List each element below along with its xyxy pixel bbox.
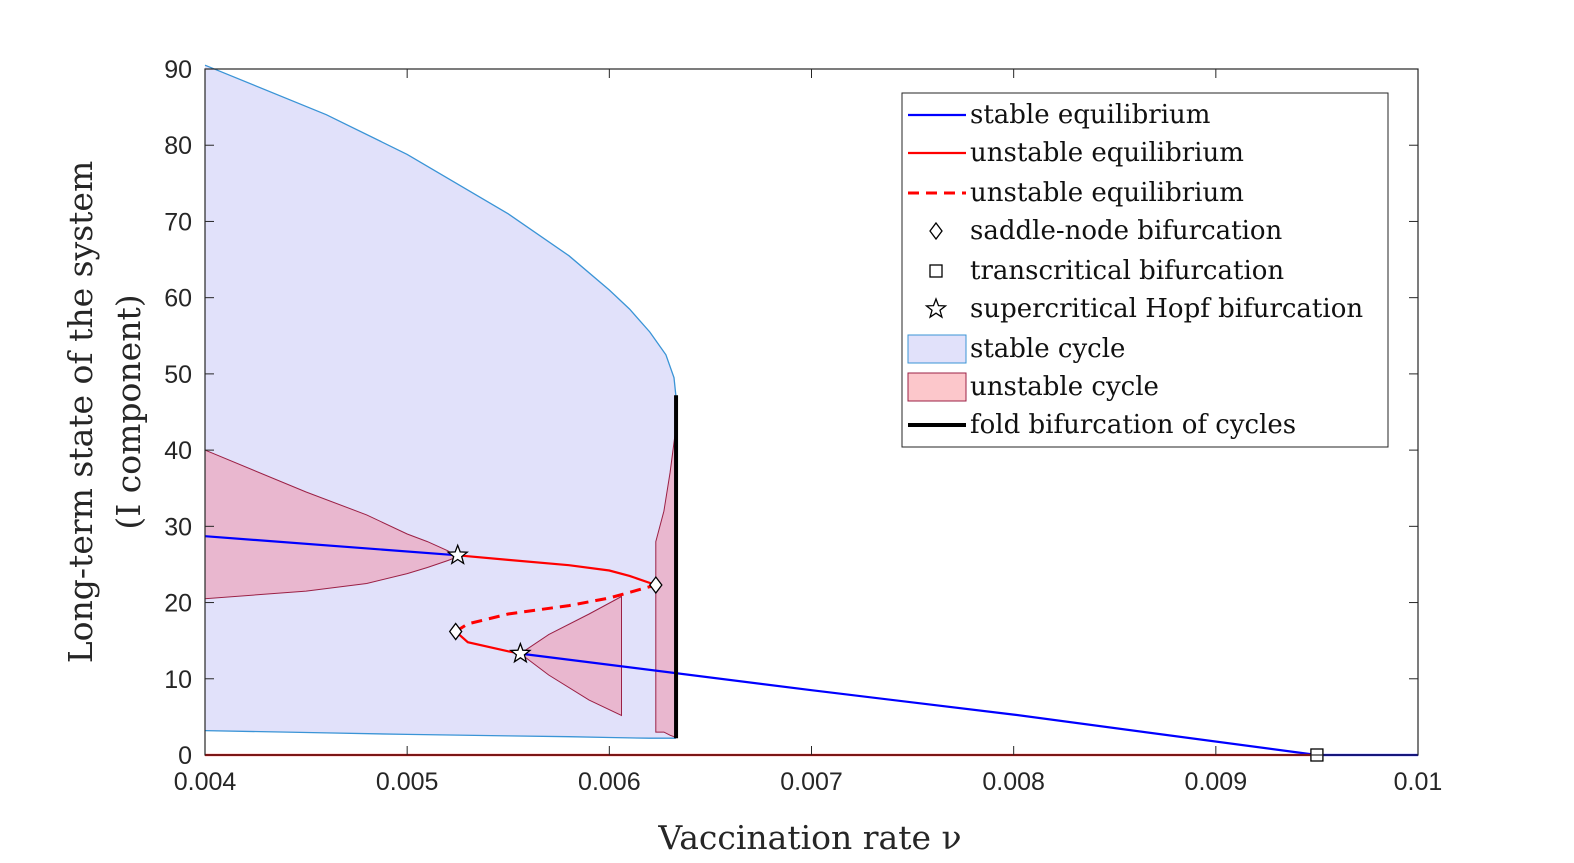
- hopf-marker-3: [446, 543, 469, 565]
- legend-item: saddle-node bifurcation: [929, 216, 1283, 246]
- y-tick-label: 60: [164, 285, 192, 313]
- x-tick-label: 0.008: [982, 768, 1045, 796]
- equilibrium-branch-5: [520, 652, 1318, 757]
- legend-swatch-stable-cycle: [907, 334, 967, 364]
- legend: stable equilibrium unstable equilibrium un…: [901, 92, 1389, 448]
- legend-item: supercritical Hopf bifurcation: [924, 294, 1363, 324]
- stable-cycle-upper-edge: [204, 64, 677, 397]
- unstable-cycle-region-2: [519, 595, 622, 717]
- legend-item: stable cycle: [907, 334, 1125, 364]
- y-tick-label: 80: [164, 132, 192, 160]
- legend-label: saddle-node bifurcation: [970, 216, 1283, 246]
- y-tick-label: 40: [164, 437, 192, 465]
- legend-label: unstable equilibrium: [970, 178, 1244, 208]
- legend-item: unstable equilibrium: [908, 138, 1244, 168]
- legend-swatch-star: [924, 297, 948, 319]
- x-tick-label: 0.006: [578, 768, 641, 796]
- legend-label: stable equilibrium: [970, 100, 1210, 130]
- legend-label: transcritical bifurcation: [970, 256, 1284, 286]
- legend-item: unstable equilibrium: [908, 178, 1244, 208]
- y-tick-label: 10: [164, 666, 192, 694]
- saddle-node-marker-2: [448, 622, 463, 641]
- legend-item: transcritical bifurcation: [929, 256, 1284, 286]
- legend-swatch-diamond: [929, 221, 943, 241]
- legend-label: supercritical Hopf bifurcation: [970, 294, 1363, 324]
- y-tick-label: 70: [164, 208, 192, 236]
- y-tick-label: 20: [164, 590, 192, 618]
- hopf-marker-4: [509, 641, 532, 664]
- legend-label: unstable cycle: [970, 372, 1159, 402]
- axes: 0.004 0.005 0.006 0.007 0.008 0.009 0.01 0 10 20 3…: [164, 56, 1442, 796]
- y-axis-label-sub: (I component): [109, 294, 148, 529]
- x-axis-label: Vaccination rate ν: [657, 818, 961, 857]
- equilibrium-branch-3: [454, 583, 657, 633]
- legend-label: fold bifurcation of cycles: [970, 410, 1296, 440]
- y-tick-label: 50: [164, 361, 192, 389]
- x-tick-label: 0.005: [376, 768, 439, 796]
- saddle-node-marker-1: [649, 575, 663, 595]
- x-tick-label: 0.01: [1394, 768, 1443, 796]
- legend-item: unstable cycle: [907, 372, 1159, 402]
- legend-item: fold bifurcation of cycles: [908, 410, 1296, 440]
- y-tick-label: 90: [164, 56, 192, 84]
- x-tick-label: 0.007: [780, 768, 843, 796]
- y-axis-label: Long-term state of the system: [61, 161, 100, 664]
- legend-label: stable cycle: [970, 334, 1125, 364]
- plot-area: [204, 64, 1418, 762]
- y-tick-label: 30: [164, 513, 192, 541]
- x-tick-label: 0.004: [174, 768, 237, 796]
- legend-label: unstable equilibrium: [970, 138, 1244, 168]
- legend-box: [901, 92, 1389, 448]
- x-tick-label: 0.009: [1185, 768, 1248, 796]
- y-tick-label: 0: [178, 742, 192, 770]
- legend-swatch-unstable-cycle: [907, 372, 967, 402]
- equilibrium-branch-1: [204, 535, 458, 557]
- equilibrium-branch-2: [457, 554, 657, 587]
- legend-item: stable equilibrium: [908, 100, 1210, 130]
- legend-swatch-square: [929, 264, 943, 278]
- stable-cycle-lower-edge: [204, 729, 676, 739]
